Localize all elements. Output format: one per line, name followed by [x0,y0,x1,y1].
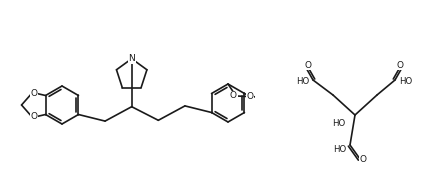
Text: HO: HO [332,118,346,128]
Text: O: O [246,92,254,101]
Text: O: O [31,112,38,121]
Text: HO: HO [296,78,310,86]
Text: N: N [128,54,135,63]
Text: O: O [397,60,403,70]
Text: O: O [230,92,237,100]
Text: O: O [31,89,38,98]
Text: HO: HO [334,145,346,153]
Text: O: O [305,60,311,70]
Text: HO: HO [399,78,413,86]
Text: O: O [359,155,366,163]
